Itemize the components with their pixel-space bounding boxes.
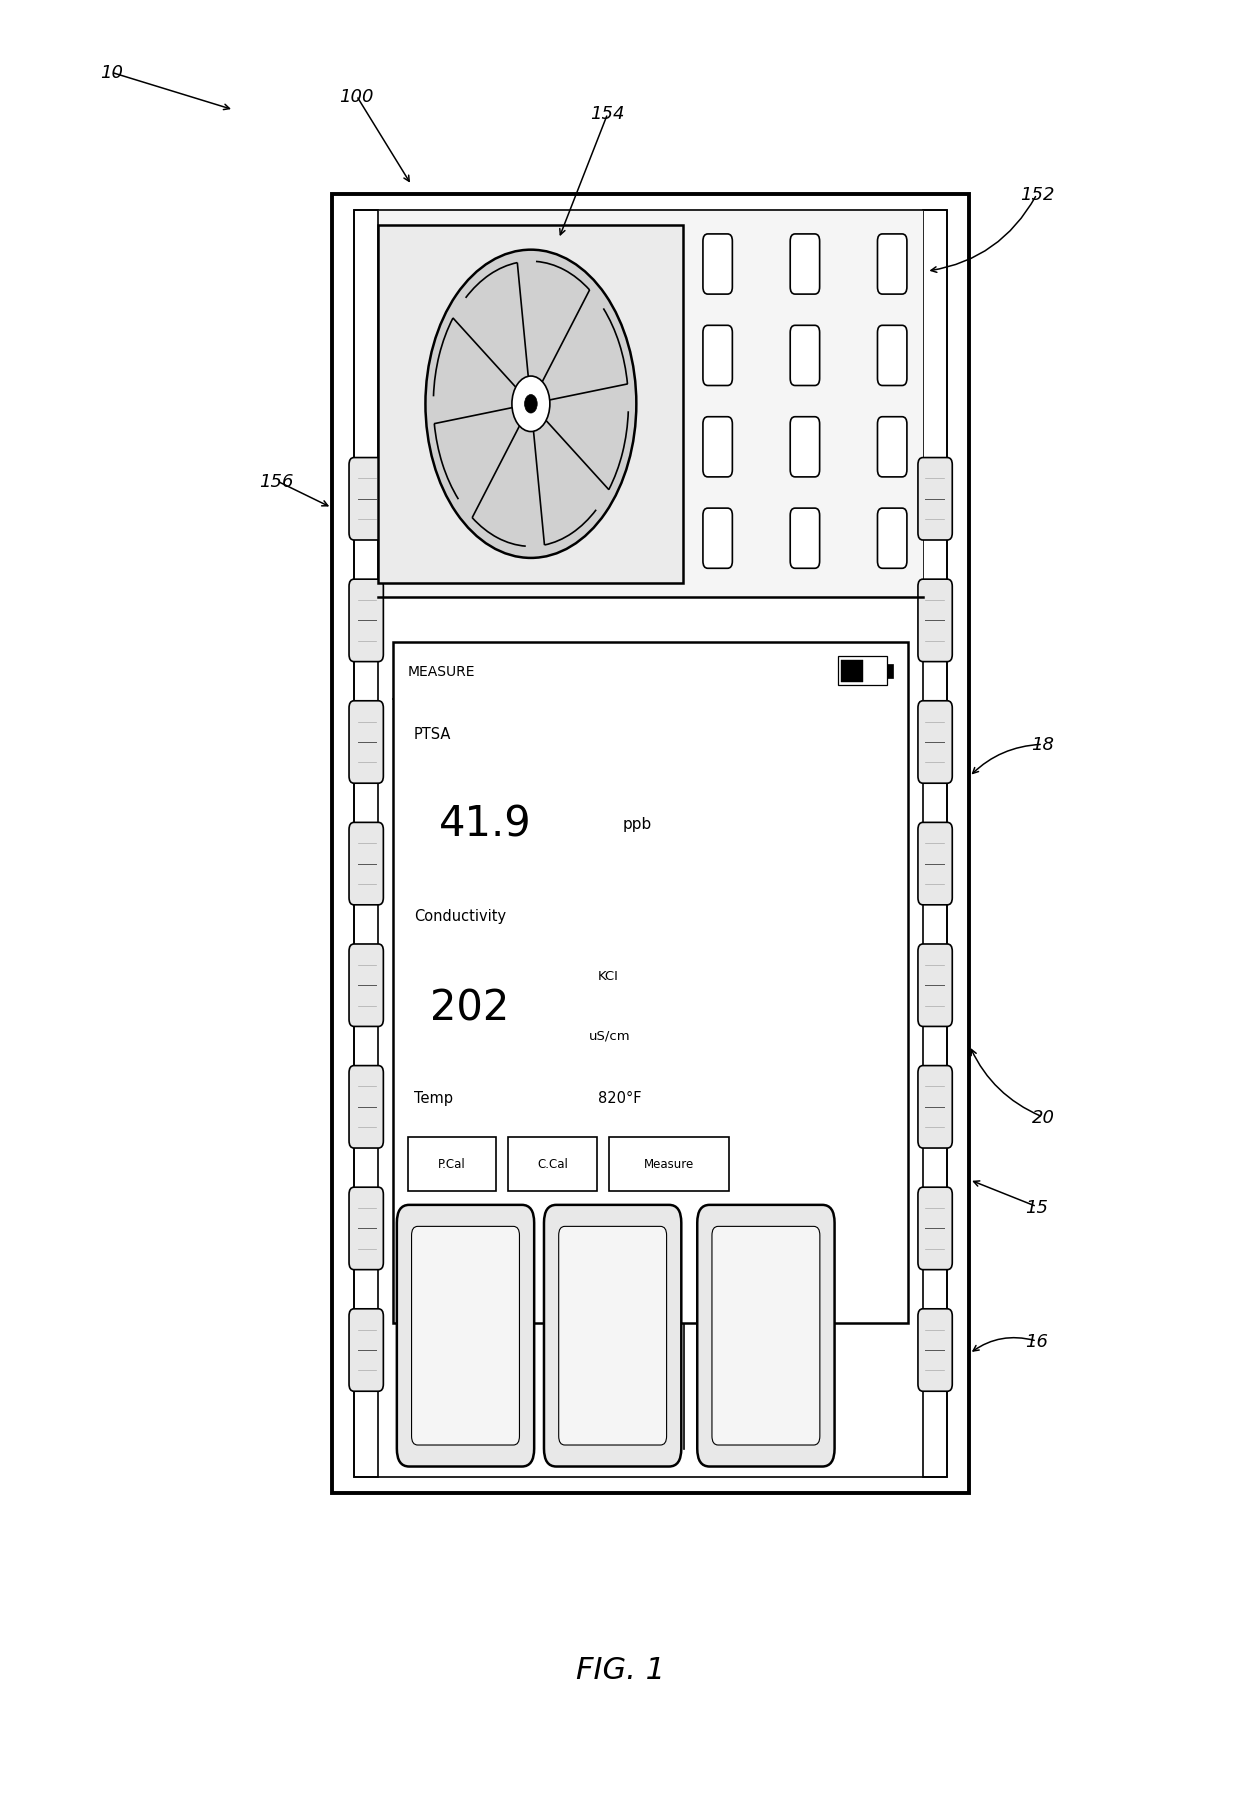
Circle shape xyxy=(525,395,537,413)
FancyBboxPatch shape xyxy=(348,458,383,542)
FancyBboxPatch shape xyxy=(790,509,820,569)
FancyBboxPatch shape xyxy=(397,1206,534,1467)
Bar xyxy=(378,226,683,583)
FancyBboxPatch shape xyxy=(878,417,906,478)
FancyBboxPatch shape xyxy=(348,1309,383,1392)
FancyBboxPatch shape xyxy=(878,509,906,569)
FancyBboxPatch shape xyxy=(918,702,952,783)
Text: C.Cal: C.Cal xyxy=(537,1157,568,1170)
FancyBboxPatch shape xyxy=(878,235,906,294)
Bar xyxy=(609,1137,729,1191)
FancyBboxPatch shape xyxy=(348,1188,383,1271)
FancyBboxPatch shape xyxy=(348,1067,383,1148)
FancyBboxPatch shape xyxy=(918,823,952,906)
Text: MEASURE: MEASURE xyxy=(408,664,475,679)
FancyBboxPatch shape xyxy=(918,944,952,1027)
Circle shape xyxy=(425,251,636,558)
Bar xyxy=(408,1137,496,1191)
Text: 152: 152 xyxy=(1019,186,1054,204)
FancyBboxPatch shape xyxy=(918,1067,952,1148)
Text: Measure: Measure xyxy=(644,1157,694,1170)
Text: 156: 156 xyxy=(259,473,294,491)
FancyBboxPatch shape xyxy=(703,235,733,294)
Bar xyxy=(378,211,923,597)
FancyBboxPatch shape xyxy=(790,327,820,386)
Bar xyxy=(332,195,970,1493)
FancyBboxPatch shape xyxy=(790,235,820,294)
FancyBboxPatch shape xyxy=(918,1188,952,1271)
Text: 18: 18 xyxy=(1032,736,1054,754)
Text: 41.9: 41.9 xyxy=(439,803,531,845)
Text: KCI: KCI xyxy=(598,969,619,982)
Text: 154: 154 xyxy=(590,105,625,123)
FancyBboxPatch shape xyxy=(348,823,383,906)
Text: P.Cal: P.Cal xyxy=(438,1157,466,1170)
Text: uS/cm: uS/cm xyxy=(589,1029,631,1041)
Text: PTSA: PTSA xyxy=(414,727,451,742)
FancyBboxPatch shape xyxy=(918,1309,952,1392)
Bar xyxy=(841,661,863,682)
Bar xyxy=(923,211,947,1478)
FancyBboxPatch shape xyxy=(544,1206,681,1467)
Bar xyxy=(393,643,908,1323)
FancyBboxPatch shape xyxy=(697,1206,835,1467)
FancyBboxPatch shape xyxy=(703,509,733,569)
FancyBboxPatch shape xyxy=(703,327,733,386)
Bar xyxy=(838,657,888,686)
Circle shape xyxy=(512,377,549,431)
FancyBboxPatch shape xyxy=(348,944,383,1027)
FancyBboxPatch shape xyxy=(918,579,952,662)
Text: Temp: Temp xyxy=(414,1090,453,1105)
Bar xyxy=(508,1137,596,1191)
Text: FIG. 1: FIG. 1 xyxy=(575,1655,665,1684)
FancyBboxPatch shape xyxy=(918,458,952,542)
Text: 15: 15 xyxy=(1025,1199,1048,1217)
FancyBboxPatch shape xyxy=(703,417,733,478)
FancyBboxPatch shape xyxy=(790,417,820,478)
FancyBboxPatch shape xyxy=(878,327,906,386)
Text: 10: 10 xyxy=(99,65,123,83)
Text: 16: 16 xyxy=(1025,1332,1048,1350)
Text: 20: 20 xyxy=(1032,1108,1054,1126)
FancyBboxPatch shape xyxy=(559,1227,667,1446)
FancyBboxPatch shape xyxy=(712,1227,820,1446)
Text: 820°F: 820°F xyxy=(598,1090,641,1105)
Bar xyxy=(353,211,378,1478)
Text: Conductivity: Conductivity xyxy=(414,908,506,924)
Text: 100: 100 xyxy=(339,87,373,105)
FancyBboxPatch shape xyxy=(348,579,383,662)
FancyBboxPatch shape xyxy=(348,702,383,783)
Bar xyxy=(353,211,947,1478)
Text: ppb: ppb xyxy=(622,816,652,830)
FancyBboxPatch shape xyxy=(412,1227,520,1446)
Bar xyxy=(888,664,894,679)
Text: 202: 202 xyxy=(430,987,510,1029)
